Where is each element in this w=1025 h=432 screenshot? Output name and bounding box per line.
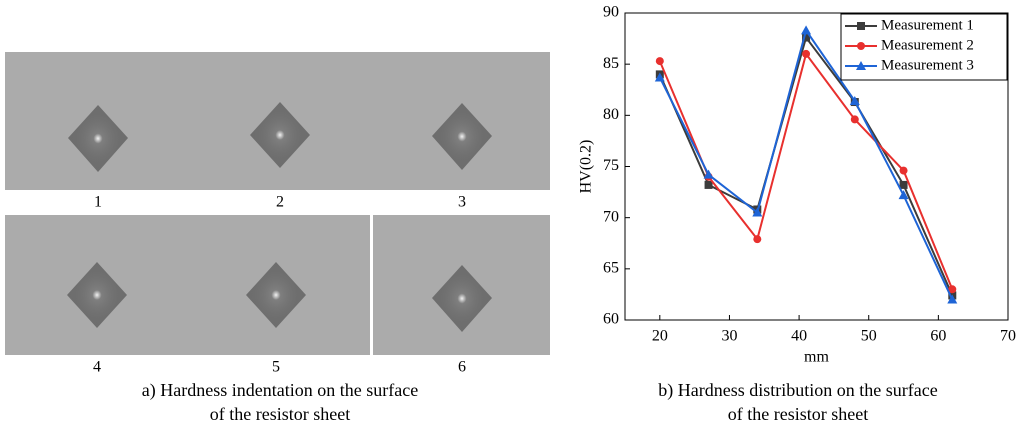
marker [802,49,811,58]
x-tick-label: 20 [652,328,668,345]
legend-label: Measurement 2 [881,37,974,53]
image-number: 5 [272,359,280,376]
marker [948,285,957,294]
image-number: 6 [458,359,466,376]
marker [849,96,860,106]
y-tick-label: 80 [603,106,619,123]
chart: 20 30 40 50 60 70 60 65 70 75 80 85 90 mm HV(0.2) b) Ha… [578,4,1016,424]
y-tick-label: 85 [603,55,619,72]
marker [752,207,763,217]
indent [432,103,492,170]
caption: b) Hardness distribution on the surface [658,380,937,401]
caption: of the resistor sheet [210,404,350,424]
marker [856,61,866,70]
x-axis-label: mm [804,349,829,366]
image-number: 3 [458,194,466,211]
marker [655,57,664,66]
image-number: 4 [93,359,101,376]
x-tick-label: 70 [1000,328,1016,345]
micrograph-bottom-left [5,215,370,355]
indent [246,262,306,328]
legend-label: Measurement 1 [881,17,974,33]
y-tick-label: 65 [603,260,619,277]
indent [250,102,310,168]
panel-a-labels: 1 2 3 4 5 6 a) Hardness indentation on the sur… [93,194,466,424]
marker [802,33,811,42]
caption: a) Hardness indentation on the surface [142,380,418,401]
indent [432,265,492,332]
x-tick-label: 60 [930,328,946,345]
marker [899,180,908,189]
indent [68,105,128,172]
x-tick-label: 50 [861,328,877,345]
marker [947,294,958,304]
legend-label: Measurement 3 [881,57,974,73]
x-tick-label: 40 [791,328,807,345]
caption: of the resistor sheet [728,404,868,424]
y-axis-label: HV(0.2) [578,140,595,194]
marker [753,235,762,244]
marker [703,169,714,179]
marker [898,190,909,200]
y-tick-label: 60 [603,311,619,328]
y-tick-label: 90 [603,4,619,21]
y-tick-label: 70 [603,208,619,225]
marker [654,72,665,82]
marker [801,25,812,35]
micrographs [5,52,550,355]
marker [850,115,859,124]
marker [857,22,865,30]
x-tick-label: 30 [721,328,737,345]
marker [704,180,713,189]
marker [899,166,908,175]
image-number: 1 [94,194,102,211]
image-number: 2 [276,194,284,211]
y-tick-label: 75 [603,157,619,174]
marker [857,42,865,50]
indent [67,262,127,328]
